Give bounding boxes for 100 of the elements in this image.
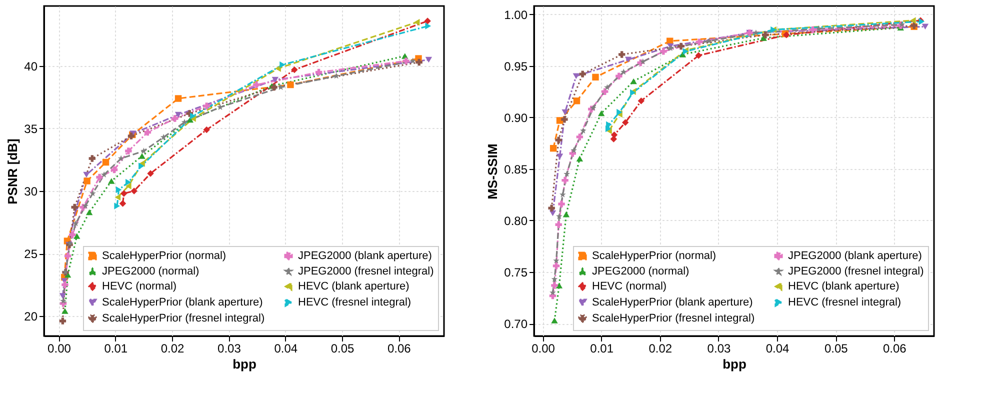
point bbox=[410, 58, 416, 64]
point bbox=[592, 74, 599, 81]
point bbox=[562, 176, 568, 184]
point bbox=[291, 66, 298, 74]
point bbox=[762, 32, 769, 38]
x-tick-label: 0.05 bbox=[330, 342, 355, 356]
legend-label: JPEG2000 (normal) bbox=[102, 266, 200, 278]
point bbox=[706, 38, 712, 44]
point bbox=[126, 178, 132, 186]
y-tick-label: 30 bbox=[24, 184, 38, 198]
point bbox=[579, 70, 586, 78]
point bbox=[172, 115, 178, 122]
x-axis-title: bpp bbox=[232, 356, 256, 372]
point bbox=[760, 35, 767, 41]
point bbox=[616, 72, 622, 80]
point bbox=[622, 119, 629, 126]
point bbox=[815, 25, 822, 32]
y-axis-title: MS-SSIM bbox=[485, 144, 500, 200]
x-tick-label: 0.04 bbox=[274, 342, 298, 356]
point bbox=[414, 18, 420, 26]
point bbox=[562, 211, 570, 218]
point bbox=[572, 73, 580, 80]
point bbox=[638, 98, 645, 104]
point bbox=[116, 186, 122, 194]
point bbox=[140, 148, 147, 154]
point bbox=[71, 204, 78, 211]
point bbox=[174, 112, 182, 118]
point bbox=[68, 231, 76, 238]
point bbox=[695, 52, 702, 59]
legend-label: JPEG2000 (fresnel integral) bbox=[788, 266, 924, 278]
y-tick-label: 0.80 bbox=[504, 214, 528, 228]
point bbox=[130, 188, 138, 194]
point bbox=[72, 220, 79, 226]
legend-label: ScaleHyperPrior (blank aperture) bbox=[102, 296, 263, 308]
point bbox=[333, 72, 340, 79]
point bbox=[96, 174, 103, 181]
point bbox=[573, 98, 580, 104]
point bbox=[160, 134, 167, 140]
legend-label: HEVC (blank aperture) bbox=[788, 280, 900, 292]
point bbox=[402, 58, 410, 64]
point bbox=[203, 126, 210, 134]
x-tick-label: 0.04 bbox=[766, 342, 790, 356]
point bbox=[558, 200, 565, 208]
legend-label: HEVC (blank aperture) bbox=[298, 280, 410, 292]
point bbox=[630, 78, 637, 84]
point bbox=[90, 190, 96, 196]
point bbox=[114, 194, 121, 201]
point bbox=[564, 170, 570, 177]
point bbox=[752, 29, 760, 36]
y-tick-label: 25 bbox=[24, 247, 38, 261]
x-tick-label: 0.03 bbox=[218, 342, 242, 356]
x-tick-label: 0.00 bbox=[532, 342, 556, 356]
point bbox=[555, 136, 562, 144]
legend-label: JPEG2000 (blank aperture) bbox=[298, 250, 432, 262]
point bbox=[679, 52, 686, 58]
point bbox=[59, 318, 66, 324]
point bbox=[270, 84, 278, 91]
legend-label: ScaleHyperPrior (blank aperture) bbox=[592, 296, 753, 308]
y-tick-label: 35 bbox=[24, 122, 38, 136]
legend-label: ScaleHyperPrior (normal) bbox=[592, 250, 716, 262]
point bbox=[570, 147, 578, 154]
legend-label: ScaleHyperPrior (normal) bbox=[102, 250, 226, 262]
point bbox=[108, 178, 115, 184]
y-tick-label: 40 bbox=[24, 60, 38, 74]
point bbox=[598, 110, 605, 116]
legend-label: HEVC (normal) bbox=[592, 280, 667, 292]
x-tick-label: 0.02 bbox=[648, 342, 672, 356]
point bbox=[552, 262, 560, 270]
y-tick-label: 0.95 bbox=[504, 59, 528, 74]
legend-label: ScaleHyperPrior (fresnel integral) bbox=[102, 312, 265, 324]
point bbox=[678, 42, 684, 50]
point bbox=[618, 51, 626, 58]
point bbox=[561, 116, 568, 123]
point bbox=[576, 134, 584, 140]
legend-label: JPEG2000 (fresnel integral) bbox=[298, 266, 434, 278]
point bbox=[620, 68, 627, 75]
point bbox=[120, 190, 128, 197]
legend-label: JPEG2000 (normal) bbox=[592, 266, 690, 278]
point bbox=[144, 128, 152, 136]
y-tick-label: 20 bbox=[24, 310, 38, 324]
point bbox=[110, 166, 118, 174]
point bbox=[147, 170, 154, 177]
point bbox=[555, 221, 562, 228]
point bbox=[604, 84, 610, 90]
point bbox=[922, 24, 929, 30]
y-tick-label: 0.70 bbox=[504, 317, 528, 332]
x-tick-label: 0.02 bbox=[160, 342, 185, 356]
point bbox=[82, 202, 89, 209]
point bbox=[640, 58, 646, 64]
point bbox=[174, 95, 182, 102]
point bbox=[84, 178, 90, 184]
point bbox=[272, 76, 279, 83]
point bbox=[580, 127, 586, 134]
point bbox=[181, 118, 188, 125]
x-tick-label: 0.01 bbox=[104, 342, 128, 356]
legend-label: HEVC (fresnel integral) bbox=[788, 296, 902, 308]
point bbox=[425, 22, 432, 30]
point bbox=[562, 109, 568, 116]
point bbox=[910, 17, 916, 24]
point bbox=[660, 48, 667, 55]
